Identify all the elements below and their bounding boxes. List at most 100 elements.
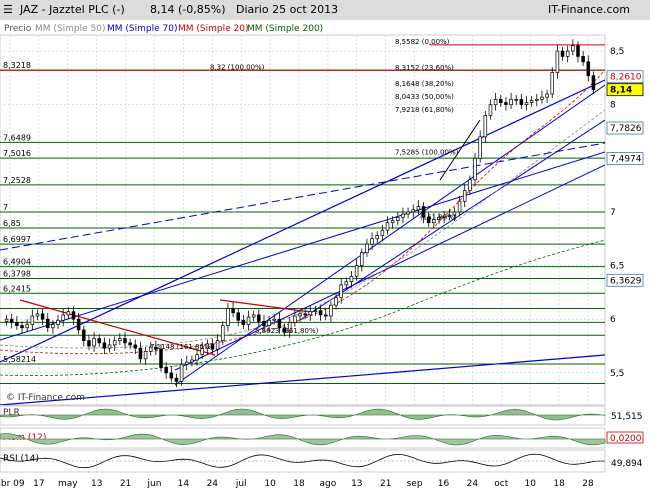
candle-body [45, 318, 50, 329]
trendlines [0, 69, 605, 405]
trendline [0, 79, 605, 363]
ma50-line [0, 109, 605, 349]
candle-body [76, 318, 81, 331]
trendline [439, 119, 481, 181]
candle-body [519, 98, 524, 106]
y-tick-label: 6 [610, 315, 616, 325]
x-axis: abr 09 17 may 13 21 jun 14 24 jul 10 18 ago 13 21 sep 1… [0, 479, 594, 489]
fib-label: 5,8623 (361,80%) [255, 327, 319, 335]
candle-body [535, 98, 539, 101]
price-change: 8,14 (-0,85%) [150, 3, 226, 16]
candle-body [349, 275, 354, 283]
candle-body [82, 329, 86, 342]
candle-body [154, 346, 158, 350]
candle-body [385, 222, 390, 231]
candle-body [339, 284, 343, 299]
fib-label: 8,1648 (38,20%) [395, 80, 454, 88]
x-tick-label: 21 [120, 479, 131, 489]
x-tick-label: 16 [438, 479, 450, 489]
candle-body [221, 325, 225, 342]
x-tick-label: oct [494, 479, 508, 489]
fib-label: 7,5285 (100,00%) [395, 148, 459, 156]
candle-body [293, 315, 297, 323]
level-label: 7,5016 [3, 149, 31, 158]
candle-body [550, 72, 555, 95]
candle-body [365, 243, 369, 254]
x-tick-label: 18 [553, 479, 565, 489]
candle-body [287, 322, 292, 333]
rsi-frame [0, 449, 606, 473]
candle-body [421, 206, 426, 218]
candle-body [462, 190, 467, 202]
candle-body [174, 377, 179, 382]
y-tick-label: 6,5 [610, 262, 624, 272]
candle-body [354, 265, 359, 277]
candle-body [257, 314, 261, 322]
trendline [299, 119, 605, 321]
x-tick-label: jul [235, 479, 247, 489]
candle-body [565, 50, 570, 57]
rsi-line [0, 453, 606, 469]
candle-body [133, 344, 138, 349]
x-tick-label: 17 [33, 479, 44, 489]
x-tick-label: jun [147, 479, 162, 489]
candle-body [9, 318, 14, 323]
rsi-title: RSI (14) [3, 454, 39, 464]
y-tick-label: 7 [610, 208, 616, 218]
legend-ma20: MM (Simple 20) [178, 24, 248, 34]
x-tick-label: 13 [91, 479, 102, 489]
candle-body [251, 314, 256, 318]
candle-body [102, 342, 107, 349]
candle-body [4, 318, 9, 322]
plr-panel: PLR 51,515 [0, 405, 643, 426]
candle-body [406, 211, 410, 215]
candle-body [164, 367, 168, 374]
candle-body [25, 324, 29, 329]
candle-body [370, 238, 374, 245]
candle-body [478, 136, 482, 159]
candle-body [190, 359, 194, 363]
candle-body [87, 340, 91, 347]
main-panel-frame [0, 34, 606, 406]
x-tick-label: 10 [524, 479, 536, 489]
fib-label: 8,0433 (50,00%) [395, 93, 454, 101]
candle-body [498, 98, 503, 103]
candle-body [267, 319, 271, 326]
candle-body [468, 179, 472, 191]
level-label: 7 [3, 203, 8, 212]
candle-body [447, 214, 452, 217]
trendline [19, 299, 216, 356]
candles [4, 39, 596, 388]
x-tick-label: 10 [264, 479, 276, 489]
legend-ma70: MM (Simple 70) [107, 24, 177, 34]
candle-body [215, 340, 220, 350]
momentum-panel: Mom (12) 0,0200 [0, 427, 644, 449]
candle-body [571, 45, 575, 52]
candle-body [51, 324, 55, 329]
candle-body [61, 314, 65, 321]
menu-icon[interactable]: ☰ [3, 3, 13, 16]
candle-body [71, 311, 76, 320]
candle-body [473, 157, 477, 181]
candle-body [360, 252, 364, 266]
trendline [174, 84, 605, 386]
x-tick-label: sep [407, 479, 423, 489]
candle-body [442, 215, 446, 218]
candle-body [128, 342, 132, 346]
candle-body [35, 313, 40, 317]
candle-body [15, 322, 19, 326]
level-label: 6,3798 [3, 269, 31, 278]
candle-body [514, 98, 518, 101]
site-name: IT-Finance.com [548, 3, 630, 16]
candle-body [159, 348, 163, 368]
level-label: 7,2528 [3, 176, 31, 185]
candle-body [246, 316, 251, 325]
candle-body [56, 319, 60, 325]
candle-body [179, 363, 184, 382]
candle-body [200, 347, 204, 355]
level-label: 8,3218 [3, 61, 31, 70]
candle-body [272, 318, 277, 321]
rsi-value: 49,894 [611, 459, 643, 469]
